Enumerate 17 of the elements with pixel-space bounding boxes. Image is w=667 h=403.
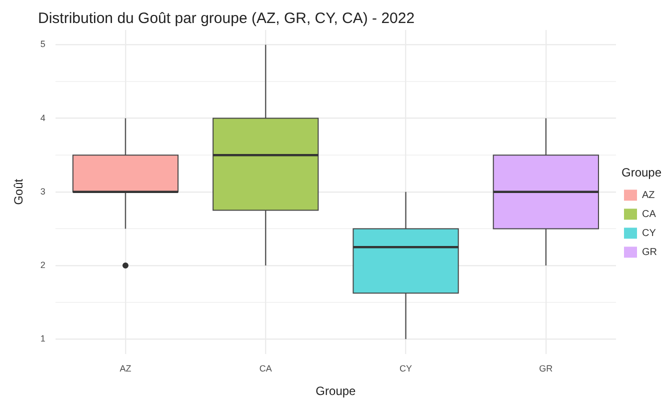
y-tick-label: 2: [40, 260, 46, 270]
y-tick-label: 5: [40, 39, 46, 50]
y-axis-title: Goût: [12, 178, 26, 205]
legend-label: GR: [642, 246, 657, 258]
x-tick-label: AZ: [120, 364, 132, 374]
legend-label: CA: [642, 208, 656, 220]
y-tick-label: 4: [40, 112, 46, 123]
y-tick-label: 1: [40, 334, 46, 344]
y-tick-label: 3: [40, 186, 46, 196]
chart-title: Distribution du Goût par groupe (AZ, GR, CY, CA) - 2022: [38, 10, 415, 27]
legend-label: AZ: [642, 190, 655, 201]
x-axis-title: Groupe: [316, 384, 356, 398]
legend-label: CY: [642, 228, 656, 239]
x-tick-label: CA: [259, 364, 272, 374]
legend-title: Groupe: [621, 166, 662, 180]
x-tick-label: CY: [400, 364, 412, 374]
x-tick-label: GR: [539, 364, 554, 374]
